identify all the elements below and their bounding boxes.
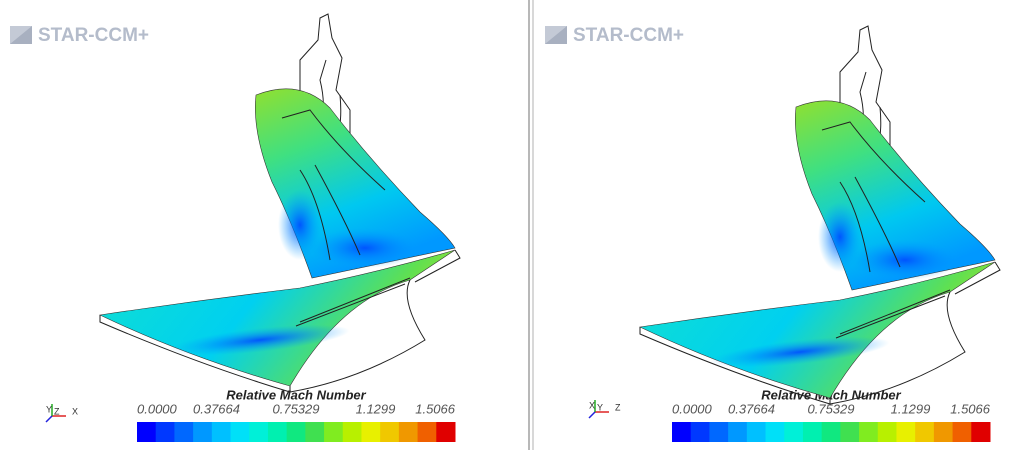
triad-label: Z	[54, 406, 60, 416]
colorbar-swatch	[840, 422, 859, 442]
colorbar-swatch	[305, 422, 324, 442]
colorbar-swatch	[156, 422, 175, 442]
colorbar-swatch	[212, 422, 231, 442]
colorbar-swatch	[399, 422, 418, 442]
legend-tick-label: 0.37664	[728, 401, 775, 416]
colorbar-swatch	[878, 422, 897, 442]
colorbar-swatch	[934, 422, 953, 442]
logo-text: STAR-CCM+	[573, 25, 684, 46]
triad-label: Y	[46, 404, 52, 414]
colorbar-swatch	[747, 422, 766, 442]
colorbar-swatch	[971, 422, 990, 442]
colorbar-swatch	[287, 422, 306, 442]
colorbar-swatch	[784, 422, 803, 442]
legend-tick-label: 0.75329	[273, 401, 320, 416]
colorbar-swatch	[249, 422, 268, 442]
logo-text: STAR-CCM+	[38, 25, 149, 46]
colorbar-swatch	[193, 422, 212, 442]
screenshot: STAR-CCM+YZXRelative Mach Number0.00000.…	[0, 0, 1011, 450]
colorbar-swatch	[672, 422, 691, 442]
colorbar-swatch	[728, 422, 747, 442]
colorbar-swatch	[915, 422, 934, 442]
legend-tick-label: 0.0000	[137, 401, 178, 416]
colorbar-swatch	[380, 422, 399, 442]
triad-label: Y	[597, 402, 603, 412]
legend-tick-label: 0.37664	[193, 401, 240, 416]
triad-label: Z	[615, 402, 621, 412]
colorbar-swatch	[709, 422, 728, 442]
legend-title: Relative Mach Number	[226, 387, 366, 402]
colorbar-swatch	[231, 422, 250, 442]
legend-tick-label: 1.5066	[415, 401, 456, 416]
colorbar-swatch	[803, 422, 822, 442]
colorbar-swatch	[268, 422, 287, 442]
triad-label: X	[589, 400, 595, 410]
colorbar-swatch	[361, 422, 380, 442]
legend-tick-label: 1.1299	[356, 401, 396, 416]
colorbar-swatch	[691, 422, 710, 442]
colorbar-swatch	[343, 422, 362, 442]
colorbar-swatch	[436, 422, 455, 442]
legend-tick-label: 0.0000	[672, 401, 713, 416]
triad-label: X	[72, 406, 78, 416]
colorbar-swatch	[324, 422, 343, 442]
legend-tick-label: 1.1299	[891, 401, 931, 416]
legend-tick-label: 1.5066	[950, 401, 991, 416]
colorbar-swatch	[418, 422, 437, 442]
colorbar-swatch	[953, 422, 972, 442]
colorbar-swatch	[822, 422, 841, 442]
colorbar-swatch	[174, 422, 193, 442]
low-mach-region	[850, 240, 960, 280]
colorbar-swatch	[859, 422, 878, 442]
low-mach-region	[310, 228, 420, 268]
colorbar-swatch	[137, 422, 156, 442]
colorbar-swatch	[766, 422, 785, 442]
colorbar-swatch	[896, 422, 915, 442]
